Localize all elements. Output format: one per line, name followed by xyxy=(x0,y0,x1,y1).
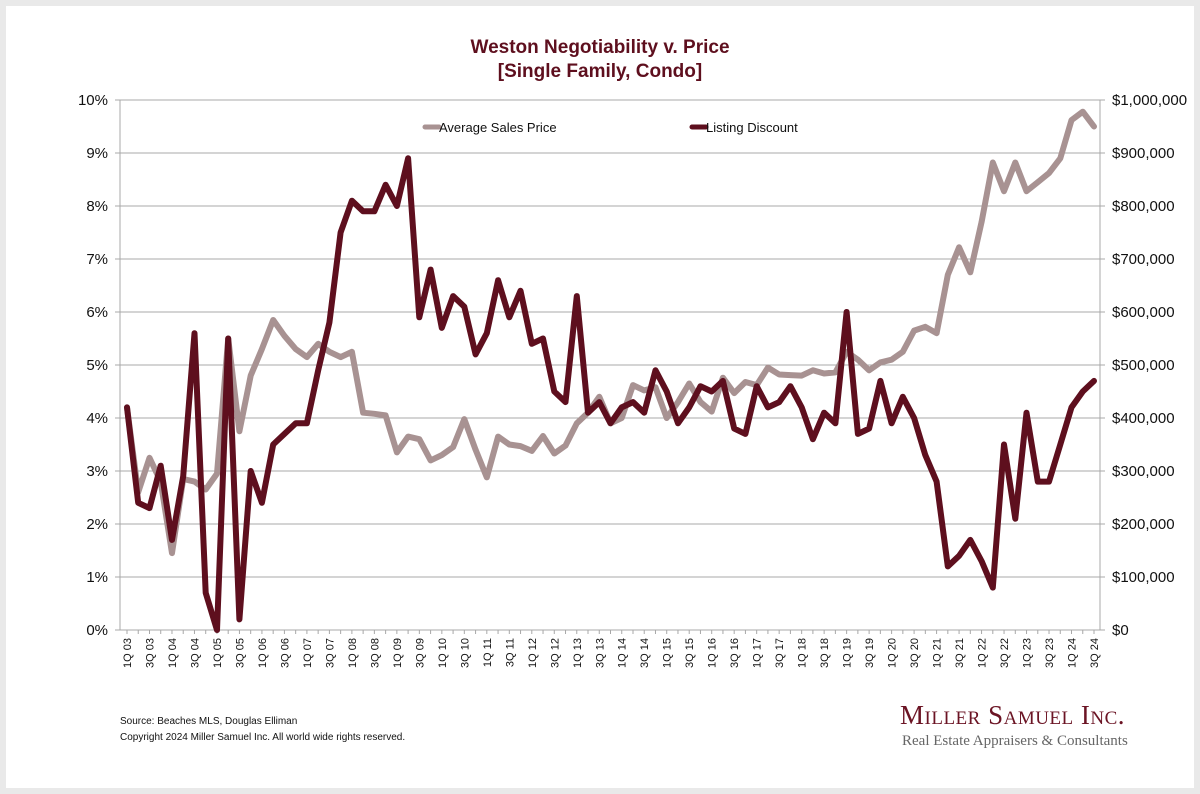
x-tick-label: 1Q 18 xyxy=(797,638,809,668)
right-axis-ticks: $0 $100,000 $200,000 $300,000 $400,000 $500,0… xyxy=(1112,92,1187,639)
x-tick-label: 3Q 09 xyxy=(414,638,426,668)
x-tick-label: 1Q 10 xyxy=(437,638,449,668)
left-axis-ticks: 0% 1% 2% 3% 4% 5% 6% 7% 8% 9% 10% xyxy=(78,92,108,639)
legend: Average Sales Price Listing Discount xyxy=(422,120,798,135)
left-tick-label: 0% xyxy=(86,622,108,639)
series-lines xyxy=(124,108,1097,633)
axes xyxy=(115,99,1105,634)
legend-listing-discount-label: Listing Discount xyxy=(706,120,798,135)
x-tick-label: 1Q 16 xyxy=(707,638,719,668)
x-tick-label: 3Q 08 xyxy=(369,638,381,668)
left-tick-label: 9% xyxy=(86,145,108,162)
x-tick-label: 1Q 06 xyxy=(257,638,269,668)
x-tick-label: 3Q 05 xyxy=(234,638,246,668)
right-tick-label: $0 xyxy=(1112,622,1129,639)
x-tick-label: 1Q 17 xyxy=(752,638,764,668)
x-tick-label: 3Q 21 xyxy=(954,638,966,668)
x-tick-label: 3Q 10 xyxy=(459,638,471,668)
company-logo: Miller Samuel Inc. Real Estate Appraiser… xyxy=(900,700,1140,752)
left-tick-label: 2% xyxy=(86,516,108,533)
source-note: Source: Beaches MLS, Douglas Elliman Cop… xyxy=(120,714,405,746)
x-tick-label: 1Q 04 xyxy=(167,638,179,668)
series-line-average-sales-price xyxy=(124,108,1097,557)
x-tick-label: 1Q 08 xyxy=(347,638,359,668)
x-tick-label: 1Q 13 xyxy=(572,638,584,668)
series-line-listing-discount xyxy=(124,155,1097,633)
source-line: Source: Beaches MLS, Douglas Elliman xyxy=(120,716,298,727)
chart-title-line1: Weston Negotiability v. Price xyxy=(470,37,730,58)
logo-sub-text: Real Estate Appraisers & Consultants xyxy=(902,733,1128,749)
x-tick-label: 3Q 11 xyxy=(504,638,516,667)
x-tick-label: 1Q 07 xyxy=(302,638,314,668)
x-tick-label: 3Q 24 xyxy=(1089,638,1101,668)
x-tick-label: 1Q 21 xyxy=(932,638,944,668)
x-tick-label: 1Q 09 xyxy=(392,638,404,668)
x-tick-label: 3Q 04 xyxy=(189,638,201,668)
right-tick-label: $700,000 xyxy=(1112,251,1175,268)
logo-main-text: Miller Samuel Inc. xyxy=(900,700,1126,730)
right-tick-label: $1,000,000 xyxy=(1112,92,1187,109)
left-tick-label: 6% xyxy=(86,304,108,321)
left-tick-label: 7% xyxy=(86,251,108,268)
x-tick-label: 3Q 13 xyxy=(594,638,606,668)
legend-average-sales-price-label: Average Sales Price xyxy=(439,120,557,135)
chart-title: Weston Negotiability v. Price [Single Fa… xyxy=(0,36,1200,84)
left-tick-label: 8% xyxy=(86,198,108,215)
left-tick-label: 5% xyxy=(86,357,108,374)
x-tick-label: 1Q 20 xyxy=(887,638,899,668)
left-tick-label: 10% xyxy=(78,92,108,109)
copyright-line: Copyright 2024 Miller Samuel Inc. All wo… xyxy=(120,732,406,743)
right-tick-label: $500,000 xyxy=(1112,357,1175,374)
x-tick-label: 3Q 14 xyxy=(639,638,651,668)
x-tick-label: 3Q 03 xyxy=(144,638,156,668)
x-tick-label: 3Q 23 xyxy=(1044,638,1056,668)
x-tick-label: 3Q 07 xyxy=(324,638,336,668)
left-tick-label: 4% xyxy=(86,410,108,427)
right-tick-label: $600,000 xyxy=(1112,304,1175,321)
right-tick-label: $900,000 xyxy=(1112,145,1175,162)
right-tick-label: $300,000 xyxy=(1112,463,1175,480)
x-tick-label: 1Q 14 xyxy=(617,638,629,668)
x-tick-label: 3Q 18 xyxy=(819,638,831,668)
x-tick-label: 3Q 06 xyxy=(279,638,291,668)
right-tick-label: $800,000 xyxy=(1112,198,1175,215)
x-tick-label: 3Q 17 xyxy=(774,638,786,668)
x-tick-label: 1Q 15 xyxy=(662,638,674,668)
x-tick-label: 3Q 15 xyxy=(684,638,696,668)
x-tick-label: 3Q 20 xyxy=(909,638,921,668)
x-tick-label: 1Q 22 xyxy=(977,638,989,668)
x-tick-label: 1Q 05 xyxy=(212,638,224,668)
x-tick-label: 3Q 22 xyxy=(999,638,1011,668)
x-tick-label: 3Q 16 xyxy=(729,638,741,668)
x-axis-ticks: 1Q 03 3Q 03 1Q 04 3Q 04 1Q 05 3Q 05 1Q 06 3Q 06… xyxy=(122,638,1101,668)
right-tick-label: $100,000 xyxy=(1112,569,1175,586)
x-tick-label: 1Q 12 xyxy=(527,638,539,668)
x-tick-label: 1Q 23 xyxy=(1022,638,1034,668)
x-tick-label: 1Q 03 xyxy=(122,638,134,668)
x-tick-label: 3Q 12 xyxy=(549,638,561,668)
right-tick-label: $400,000 xyxy=(1112,410,1175,427)
x-tick-label: 1Q 19 xyxy=(842,638,854,668)
x-tick-label: 1Q 24 xyxy=(1067,638,1079,668)
x-tick-label: 3Q 19 xyxy=(864,638,876,668)
left-tick-label: 1% xyxy=(86,569,108,586)
right-tick-label: $200,000 xyxy=(1112,516,1175,533)
chart-title-line2: [Single Family, Condo] xyxy=(497,61,703,82)
x-tick-label: 1Q 11 xyxy=(482,638,494,667)
left-tick-label: 3% xyxy=(86,463,108,480)
